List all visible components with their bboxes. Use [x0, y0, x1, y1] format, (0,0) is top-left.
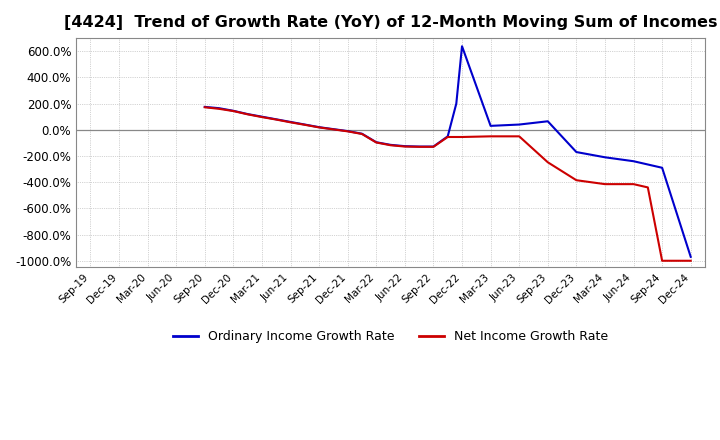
Title: [4424]  Trend of Growth Rate (YoY) of 12-Month Moving Sum of Incomes: [4424] Trend of Growth Rate (YoY) of 12-… — [64, 15, 717, 30]
Legend: Ordinary Income Growth Rate, Net Income Growth Rate: Ordinary Income Growth Rate, Net Income … — [168, 325, 613, 348]
